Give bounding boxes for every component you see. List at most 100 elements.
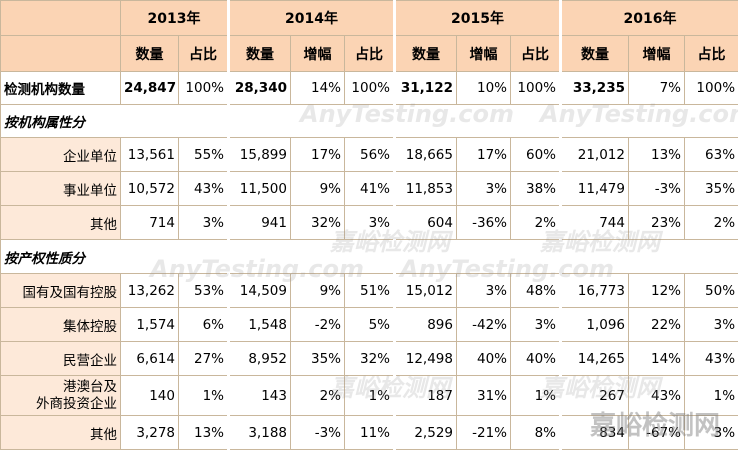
cell-count-2015: 15,012 <box>393 273 457 308</box>
section1-rows: 企业单位 13,561 55% 15,899 17% 56% 18,665 17% 60% 21,… <box>0 137 738 240</box>
cell-share-2013: 53% <box>178 273 229 308</box>
cell-count-2014: 143 <box>227 375 291 416</box>
cell-share-2014: 51% <box>344 273 395 308</box>
cell-share-2014: 32% <box>344 341 395 376</box>
cell-share-2015: 1% <box>510 375 561 416</box>
cell-share-2013: 3% <box>178 205 229 240</box>
cell-share-2013: 13% <box>178 415 229 450</box>
cell-count-2016: 267 <box>559 375 629 416</box>
total-growth-2014: 14% <box>290 71 345 105</box>
col-growth-2016: 增幅 <box>628 35 685 72</box>
cell-count-2013: 1,574 <box>120 307 179 342</box>
total-share-2015: 100% <box>510 71 561 105</box>
section-header-row: 按产权性质分 <box>0 239 738 274</box>
table-row: 其他 714 3% 941 32% 3% 604 -36% 2% 744 23% 2% <box>0 205 738 240</box>
cell-growth-2016: -67% <box>628 415 685 450</box>
table-row: 其他 3,278 13% 3,188 -3% 11% 2,529 -21% 8% 834 -67% 3… <box>0 415 738 450</box>
cell-count-2013: 140 <box>120 375 179 416</box>
cell-share-2015: 3% <box>510 307 561 342</box>
cell-count-2016: 11,479 <box>559 171 629 206</box>
total-share-2014: 100% <box>344 71 395 105</box>
year-2013-header: 2013年 <box>120 0 229 36</box>
col-share-2013: 占比 <box>178 35 229 72</box>
section-title-institution-type: 按机构属性分 <box>0 104 738 138</box>
cell-growth-2015: 3% <box>456 171 511 206</box>
cell-growth-2016: 43% <box>628 375 685 416</box>
cell-share-2016: 3% <box>683 415 738 450</box>
year-2016-header: 2016年 <box>558 0 738 36</box>
row-label: 事业单位 <box>0 171 121 206</box>
cell-count-2016: 16,773 <box>559 273 629 308</box>
row-label: 其他 <box>0 205 121 240</box>
col-share-2015: 占比 <box>510 35 561 72</box>
cell-share-2015: 60% <box>510 137 561 172</box>
cell-share-2013: 1% <box>178 375 229 416</box>
cell-growth-2014: -2% <box>290 307 345 342</box>
cell-count-2015: 11,853 <box>393 171 457 206</box>
cell-growth-2015: 3% <box>456 273 511 308</box>
table-row: 企业单位 13,561 55% 15,899 17% 56% 18,665 17% 60% 21,… <box>0 137 738 172</box>
cell-share-2013: 27% <box>178 341 229 376</box>
cell-count-2014: 15,899 <box>227 137 291 172</box>
total-share-2016: 100% <box>683 71 738 105</box>
col-count-2013: 数量 <box>120 35 179 72</box>
col-count-2015: 数量 <box>393 35 457 72</box>
cell-growth-2014: 17% <box>290 137 345 172</box>
cell-growth-2016: 14% <box>628 341 685 376</box>
table-row: 集体控股 1,574 6% 1,548 -2% 5% 896 -42% 3% 1,096 22% 3% <box>0 307 738 342</box>
col-count-2014: 数量 <box>227 35 291 72</box>
cell-share-2015: 40% <box>510 341 561 376</box>
year-2015-header: 2015年 <box>393 0 561 36</box>
cell-share-2014: 11% <box>344 415 395 450</box>
column-header-row: 数量 占比 数量 增幅 占比 数量 增幅 占比 数量 增幅 占比 <box>0 35 738 72</box>
cell-share-2015: 48% <box>510 273 561 308</box>
cell-share-2015: 2% <box>510 205 561 240</box>
corner-cell <box>0 35 121 72</box>
cell-count-2013: 3,278 <box>120 415 179 450</box>
cell-share-2016: 63% <box>683 137 738 172</box>
cell-share-2015: 8% <box>510 415 561 450</box>
cell-growth-2015: -21% <box>456 415 511 450</box>
col-growth-2014: 增幅 <box>290 35 345 72</box>
row-label: 集体控股 <box>0 307 121 342</box>
cell-share-2014: 1% <box>344 375 395 416</box>
cell-share-2014: 5% <box>344 307 395 342</box>
cell-count-2014: 941 <box>227 205 291 240</box>
cell-count-2014: 14,509 <box>227 273 291 308</box>
cell-count-2016: 21,012 <box>559 137 629 172</box>
cell-count-2015: 604 <box>393 205 457 240</box>
cell-share-2013: 55% <box>178 137 229 172</box>
cell-count-2015: 12,498 <box>393 341 457 376</box>
cell-share-2016: 3% <box>683 307 738 342</box>
cell-count-2014: 1,548 <box>227 307 291 342</box>
row-label: 其他 <box>0 415 121 450</box>
cell-growth-2016: 23% <box>628 205 685 240</box>
cell-growth-2015: 17% <box>456 137 511 172</box>
cell-growth-2016: 22% <box>628 307 685 342</box>
cell-growth-2014: 35% <box>290 341 345 376</box>
cell-share-2015: 38% <box>510 171 561 206</box>
cell-count-2013: 714 <box>120 205 179 240</box>
cell-growth-2014: -3% <box>290 415 345 450</box>
cell-share-2013: 6% <box>178 307 229 342</box>
total-count-2014: 28,340 <box>227 71 291 105</box>
cell-count-2015: 187 <box>393 375 457 416</box>
cell-share-2014: 56% <box>344 137 395 172</box>
cell-growth-2015: -42% <box>456 307 511 342</box>
col-share-2016: 占比 <box>683 35 738 72</box>
cell-growth-2015: 31% <box>456 375 511 416</box>
row-label-line: 外商投资企业 <box>36 395 117 412</box>
cell-count-2016: 834 <box>559 415 629 450</box>
section2-rows: 国有及国有控股 13,262 53% 14,509 9% 51% 15,012 3% 48% 16… <box>0 273 738 450</box>
cell-count-2015: 896 <box>393 307 457 342</box>
cell-growth-2016: 12% <box>628 273 685 308</box>
table-row: 港澳台及 外商投资企业 140 1% 143 2% 1% 187 31% 1% 267 43% 1% <box>0 375 738 416</box>
year-2014-header: 2014年 <box>227 0 395 36</box>
cell-share-2016: 43% <box>683 341 738 376</box>
col-share-2014: 占比 <box>344 35 395 72</box>
cell-count-2013: 13,262 <box>120 273 179 308</box>
total-row: 检测机构数量 24,847 100% 28,340 14% 100% 31,12… <box>0 71 738 105</box>
cell-count-2013: 6,614 <box>120 341 179 376</box>
cell-growth-2014: 2% <box>290 375 345 416</box>
section-title-ownership: 按产权性质分 <box>0 239 738 274</box>
